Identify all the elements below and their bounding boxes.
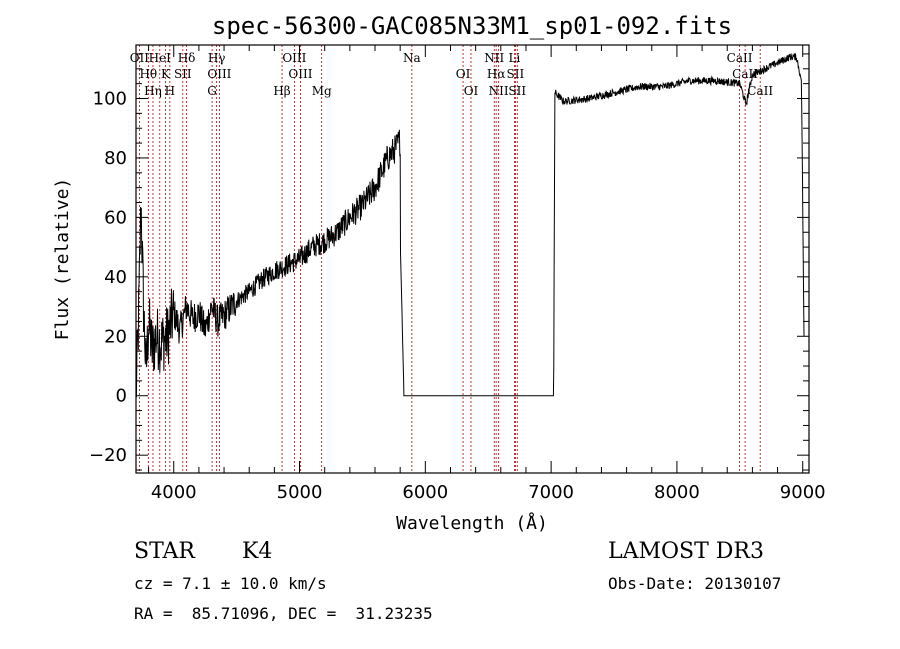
y-tick-label: 60 — [104, 207, 127, 228]
y-axis-label: Flux (relative) — [52, 178, 73, 341]
y-tick-label: 40 — [104, 267, 127, 288]
line-label-21: Li — [508, 51, 520, 65]
line-label-18: NII — [484, 51, 504, 65]
line-label-22: SII — [507, 67, 525, 81]
x-tick-label: 8000 — [654, 482, 700, 503]
line-label-7: SII — [174, 67, 192, 81]
line-label-17: OI — [464, 84, 479, 98]
x-tick-label: 9000 — [780, 482, 826, 503]
x-tick-label: 5000 — [277, 482, 323, 503]
line-label-24: CaII — [727, 51, 753, 65]
line-label-3: HeI — [149, 51, 172, 65]
line-label-12: OIII — [282, 51, 306, 65]
line-label-8: G — [207, 84, 217, 98]
axis-tick-labels: 4000 5000 6000 7000 8000 9000 −20 0 20 40 60 80 100 — [89, 89, 826, 504]
line-label-16: OI — [456, 67, 471, 81]
axis-ticks — [136, 45, 809, 473]
line-label-6: Hδ — [178, 51, 196, 65]
y-tick-label: 20 — [104, 326, 127, 347]
line-label-14: Mg — [312, 84, 332, 98]
line-label-4: K — [161, 67, 171, 81]
line-label-1: Hθ — [139, 67, 157, 81]
emission-line-labels: OIIHθHηHeIKHHδSIIGHγOIIIHβOIIIOIIIMgNaOI… — [130, 51, 774, 98]
plot-frame — [135, 44, 810, 474]
x-tick-label: 4000 — [151, 482, 197, 503]
line-label-26: CaII — [747, 84, 773, 98]
line-label-9: Hγ — [208, 51, 226, 65]
survey-name: LAMOST DR3 — [608, 539, 764, 564]
chart-title: spec-56300-GAC085N33M1_sp01-092.fits — [212, 12, 732, 40]
object-subclass: K4 — [242, 539, 273, 564]
spectrum-line — [135, 53, 805, 398]
line-label-20: NII — [489, 84, 509, 98]
line-label-19: Hα — [487, 67, 506, 81]
object-class: STAR — [134, 539, 195, 564]
line-label-11: Hβ — [273, 84, 290, 98]
coordinates: RA = 85.71096, DEC = 31.23235 — [134, 604, 433, 623]
y-tick-label: 0 — [116, 386, 127, 407]
line-label-0: OII — [130, 51, 150, 65]
line-label-15: Na — [403, 51, 421, 65]
x-tick-label: 6000 — [402, 482, 448, 503]
x-axis-label: Wavelength (Å) — [396, 512, 548, 534]
observation-date: Obs-Date: 20130107 — [608, 574, 782, 593]
line-label-23: SII — [508, 84, 526, 98]
y-tick-label: 100 — [93, 89, 127, 110]
emission-line-markers — [138, 45, 761, 473]
spectrum-series — [135, 53, 805, 398]
line-label-10: OIII — [207, 67, 231, 81]
redshift-cz: cz = 7.1 ± 10.0 km/s — [134, 574, 327, 593]
y-tick-label: −20 — [89, 445, 127, 466]
line-label-5: H — [165, 84, 175, 98]
line-label-2: Hη — [144, 84, 162, 98]
x-tick-label: 7000 — [528, 482, 574, 503]
line-label-13: OIII — [288, 67, 312, 81]
y-tick-label: 80 — [104, 148, 127, 169]
